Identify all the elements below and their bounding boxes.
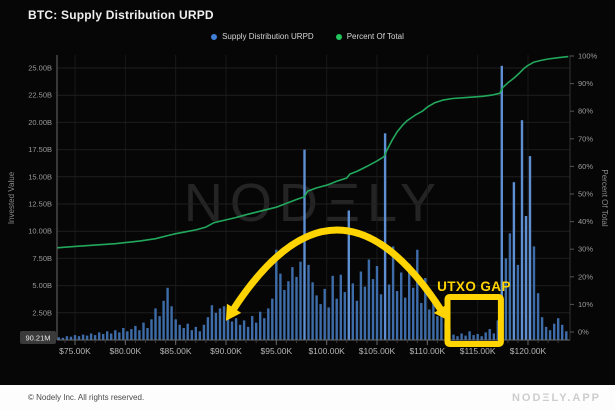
svg-text:25.00B: 25.00B <box>28 64 52 73</box>
svg-text:70%: 70% <box>578 134 593 143</box>
svg-text:22.50B: 22.50B <box>28 91 52 100</box>
svg-text:60%: 60% <box>578 162 593 171</box>
curved-arrow-icon <box>229 226 445 314</box>
legend-dot-blue-icon <box>211 33 218 40</box>
footer-bar: © Nodely Inc. All rights reserved. NODΞL… <box>0 385 615 410</box>
copyright-text: © Nodely Inc. All rights reserved. <box>28 393 145 402</box>
legend-label-percent-of-total: Percent Of Total <box>346 32 404 41</box>
svg-text:2.50B: 2.50B <box>32 308 52 317</box>
y-left-axis-labels: 25.00B 22.50B 20.00B 17.50B 15.00B 12.50B 10.0… <box>28 64 52 318</box>
svg-text:90%: 90% <box>578 79 593 88</box>
svg-text:20.00B: 20.00B <box>28 118 52 127</box>
chart-legend: Supply Distribution URPD Percent Of Tota… <box>0 32 615 41</box>
horizontal-gridlines <box>57 67 570 314</box>
svg-text:30%: 30% <box>578 245 593 254</box>
svg-text:10.00B: 10.00B <box>28 227 52 236</box>
brand-logo-text: NODΞLY.APP <box>511 391 601 404</box>
svg-text:40%: 40% <box>578 217 593 226</box>
svg-text:$100.00K: $100.00K <box>308 346 345 356</box>
svg-text:$120.00K: $120.00K <box>510 346 547 356</box>
svg-text:$105.00K: $105.00K <box>359 346 396 356</box>
svg-text:$110.00K: $110.00K <box>409 346 445 356</box>
y-right-axis-title: Percent Of Total <box>600 169 609 226</box>
arrowhead-left-icon <box>225 303 242 321</box>
x-axis-labels: $75.00K $80.00K $85.00K $90.00K $95.00K $100.… <box>59 340 559 356</box>
svg-text:$95.00K: $95.00K <box>260 346 292 356</box>
legend-label-supply-distribution: Supply Distribution URPD <box>222 32 314 41</box>
page-title: BTC: Supply Distribution URPD <box>28 8 214 22</box>
svg-text:10%: 10% <box>578 300 593 309</box>
svg-text:17.50B: 17.50B <box>28 145 52 154</box>
y-left-axis-title: Invested Value <box>7 171 16 224</box>
utxo-gap-annotation: UTXO GAP <box>225 226 511 347</box>
svg-text:$85.00K: $85.00K <box>160 346 192 356</box>
y-right-axis-labels: 100% 90% 80% 70% 60% 50% 40% 30% 20% 10% 0% <box>570 52 598 337</box>
axes <box>56 55 571 341</box>
utxo-gap-label: UTXO GAP <box>437 279 511 294</box>
svg-text:5.00B: 5.00B <box>32 281 52 290</box>
supply-distribution-bars <box>57 65 568 341</box>
svg-text:20%: 20% <box>578 272 593 281</box>
svg-text:$90.00K: $90.00K <box>210 346 242 356</box>
last-value-badge: 90.21M <box>20 331 56 344</box>
svg-text:100%: 100% <box>578 52 598 61</box>
percent-of-total-line <box>56 55 569 249</box>
svg-text:80%: 80% <box>578 107 593 116</box>
svg-text:$80.00K: $80.00K <box>109 346 141 356</box>
svg-text:50%: 50% <box>578 190 593 199</box>
legend-dot-green-icon <box>335 33 342 40</box>
legend-item-percent-of-total[interactable]: Percent Of Total <box>335 32 404 41</box>
svg-text:12.50B: 12.50B <box>28 200 52 209</box>
svg-text:0%: 0% <box>578 328 589 337</box>
svg-text:$115.00K: $115.00K <box>460 346 496 356</box>
svg-text:90.21M: 90.21M <box>25 334 50 343</box>
svg-text:$75.00K: $75.00K <box>59 346 91 356</box>
chart-canvas[interactable]: $75.00K $80.00K $85.00K $90.00K $95.00K $100.… <box>0 0 615 385</box>
svg-text:15.00B: 15.00B <box>28 172 52 181</box>
legend-item-supply-distribution[interactable]: Supply Distribution URPD <box>211 32 314 41</box>
svg-text:7.50B: 7.50B <box>32 254 52 263</box>
utxo-gap-box <box>444 294 504 347</box>
